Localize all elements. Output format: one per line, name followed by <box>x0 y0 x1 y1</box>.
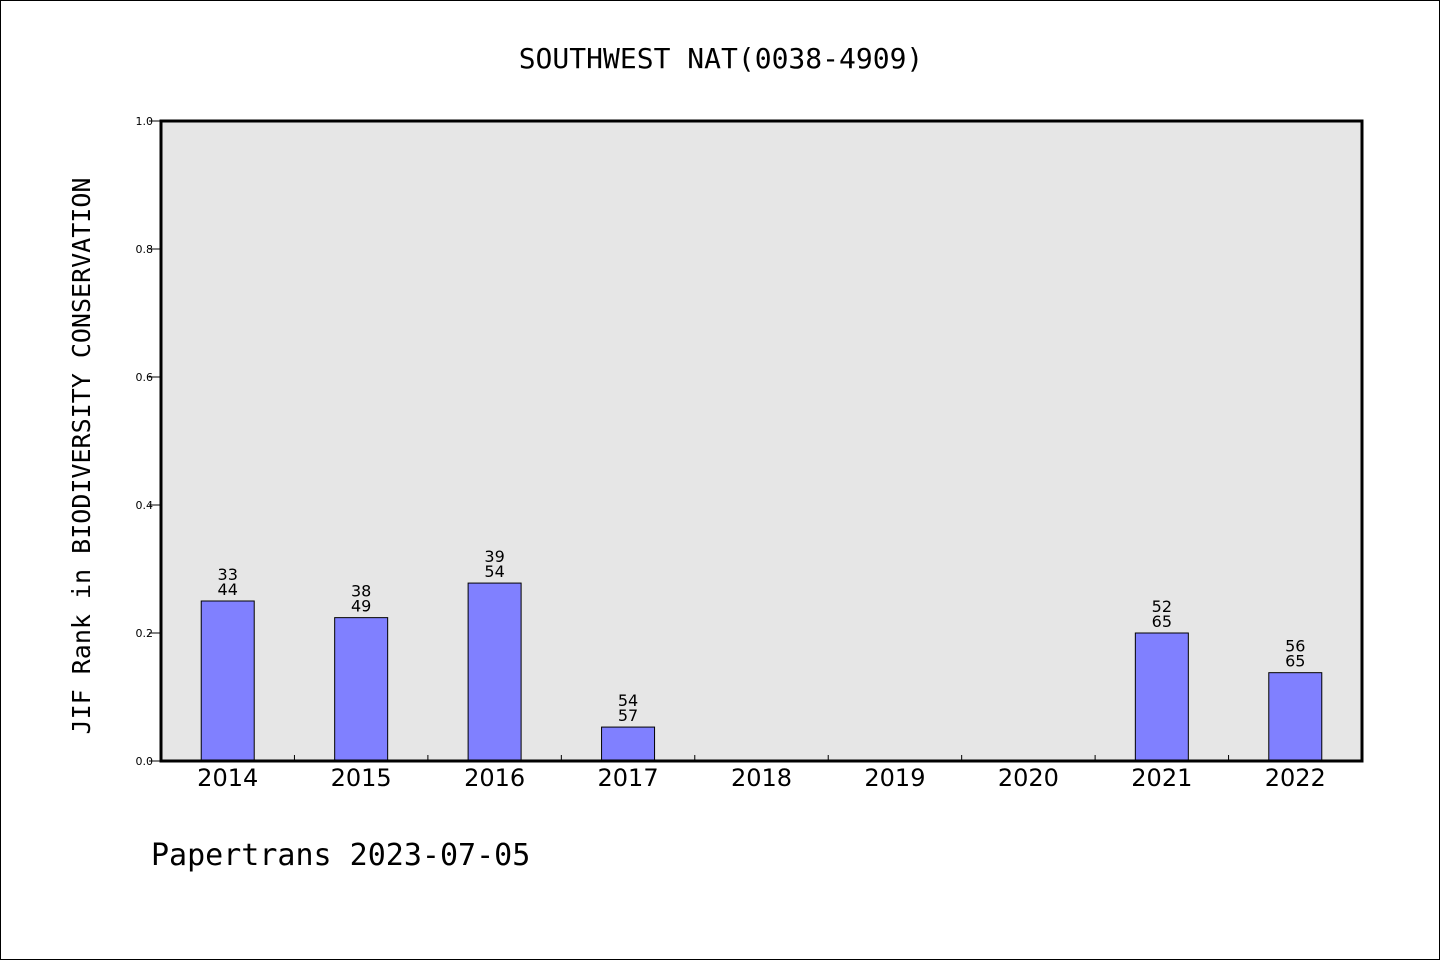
x-tick-label: 2015 <box>331 764 392 792</box>
x-tick-label: 2022 <box>1265 764 1326 792</box>
x-tick-label: 2019 <box>864 764 925 792</box>
x-tick-label: 2021 <box>1131 764 1192 792</box>
x-tick-label: 2014 <box>197 764 258 792</box>
bar-rank-label: 33 <box>218 565 238 584</box>
bar-rank-label: 54 <box>618 691 638 710</box>
x-tick-label: 2018 <box>731 764 792 792</box>
y-tick-label: 0.2 <box>136 627 154 640</box>
bar-2014 <box>200 600 255 762</box>
bar-rank-label: 56 <box>1285 637 1305 656</box>
x-tick-label: 2017 <box>598 764 659 792</box>
bar-total-label: 57 <box>618 706 638 725</box>
ticks-layer: 0.0 0.2 0.4 0.6 0.8 1.0 2014 2015 2016 2017 2018 20… <box>136 115 1326 792</box>
bar-rank-label: 38 <box>351 582 371 601</box>
y-tick-label: 0.4 <box>136 499 154 512</box>
y-tick-label: 0.0 <box>136 755 154 768</box>
bar-2017 <box>601 726 656 762</box>
x-tick-label: 2016 <box>464 764 525 792</box>
bar-rank-label: 52 <box>1152 597 1172 616</box>
chart-title: SOUTHWEST NAT(0038-4909) <box>519 42 924 75</box>
bar-rank-label: 39 <box>484 547 504 566</box>
bar-2021 <box>1134 632 1189 762</box>
bar-2015 <box>334 617 389 762</box>
bar-2022 <box>1268 672 1323 762</box>
y-tick-label: 0.6 <box>136 371 154 384</box>
y-axis-label: JIF Rank in BIODIVERSITY CONSERVATION <box>67 178 96 735</box>
bar-total-label: 49 <box>351 597 371 616</box>
x-tick-label: 2020 <box>998 764 1059 792</box>
plot-border <box>159 119 1364 763</box>
y-tick-label: 1.0 <box>136 115 154 128</box>
bar-total-label: 65 <box>1152 612 1172 631</box>
bar-total-label: 54 <box>484 562 504 581</box>
bar-2016 <box>467 582 522 762</box>
bar-total-label: 65 <box>1285 652 1305 671</box>
footer-text: Papertrans 2023-07-05 <box>151 838 530 873</box>
bar-total-label: 44 <box>218 580 238 599</box>
y-tick-label: 0.8 <box>136 243 154 256</box>
